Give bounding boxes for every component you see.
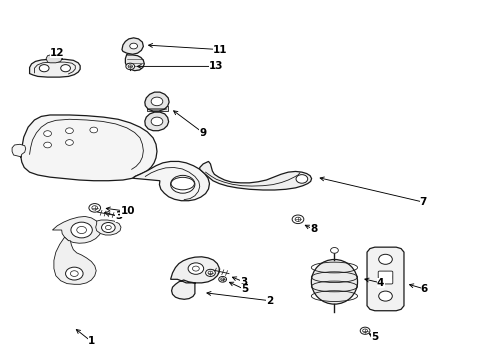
Circle shape bbox=[105, 225, 111, 230]
Circle shape bbox=[378, 291, 391, 301]
Polygon shape bbox=[54, 237, 96, 284]
Polygon shape bbox=[366, 247, 403, 311]
Circle shape bbox=[188, 263, 203, 274]
Circle shape bbox=[77, 226, 86, 234]
Circle shape bbox=[102, 222, 115, 233]
Circle shape bbox=[218, 276, 226, 282]
Circle shape bbox=[61, 64, 70, 72]
Circle shape bbox=[129, 43, 137, 49]
Text: 3: 3 bbox=[240, 277, 246, 287]
Polygon shape bbox=[30, 59, 80, 77]
Circle shape bbox=[151, 117, 163, 126]
Text: 5: 5 bbox=[370, 332, 378, 342]
Polygon shape bbox=[200, 161, 311, 190]
Circle shape bbox=[294, 217, 300, 221]
Polygon shape bbox=[46, 54, 62, 63]
Circle shape bbox=[205, 269, 215, 276]
Circle shape bbox=[330, 248, 338, 253]
Polygon shape bbox=[144, 112, 168, 131]
Polygon shape bbox=[170, 257, 219, 299]
Text: 13: 13 bbox=[209, 62, 223, 71]
Circle shape bbox=[70, 271, 78, 276]
Circle shape bbox=[295, 175, 307, 183]
Ellipse shape bbox=[311, 260, 357, 304]
Circle shape bbox=[128, 65, 132, 68]
Text: 2: 2 bbox=[265, 296, 273, 306]
Ellipse shape bbox=[171, 177, 194, 190]
Circle shape bbox=[192, 266, 199, 271]
Text: 1: 1 bbox=[87, 337, 95, 346]
Text: 6: 6 bbox=[420, 284, 427, 294]
Circle shape bbox=[125, 63, 134, 69]
Text: 8: 8 bbox=[309, 224, 317, 234]
Circle shape bbox=[43, 142, 51, 148]
Circle shape bbox=[71, 222, 92, 238]
Circle shape bbox=[65, 128, 73, 134]
Text: 3: 3 bbox=[115, 211, 122, 221]
Polygon shape bbox=[147, 106, 167, 111]
Polygon shape bbox=[52, 216, 102, 243]
Text: 12: 12 bbox=[50, 48, 64, 58]
Circle shape bbox=[39, 64, 49, 72]
Polygon shape bbox=[125, 54, 144, 71]
Text: 9: 9 bbox=[199, 128, 206, 138]
Polygon shape bbox=[122, 38, 143, 54]
Circle shape bbox=[170, 175, 195, 193]
Polygon shape bbox=[12, 144, 26, 157]
Text: 7: 7 bbox=[419, 197, 426, 207]
Polygon shape bbox=[144, 92, 169, 111]
Polygon shape bbox=[132, 161, 209, 201]
Circle shape bbox=[207, 271, 212, 275]
Circle shape bbox=[65, 267, 83, 280]
Circle shape bbox=[65, 140, 73, 145]
Text: 11: 11 bbox=[212, 45, 227, 55]
Circle shape bbox=[151, 97, 163, 106]
Text: 10: 10 bbox=[121, 206, 135, 216]
Text: 5: 5 bbox=[241, 284, 247, 294]
Polygon shape bbox=[96, 220, 121, 235]
Circle shape bbox=[220, 278, 224, 281]
Circle shape bbox=[291, 215, 303, 224]
Circle shape bbox=[89, 203, 101, 212]
Circle shape bbox=[378, 254, 391, 264]
FancyBboxPatch shape bbox=[377, 271, 392, 284]
Circle shape bbox=[378, 272, 391, 282]
Circle shape bbox=[92, 206, 98, 210]
Circle shape bbox=[360, 327, 369, 334]
Circle shape bbox=[43, 131, 51, 136]
Circle shape bbox=[362, 329, 367, 333]
Polygon shape bbox=[21, 115, 157, 181]
Circle shape bbox=[90, 127, 98, 133]
Text: 4: 4 bbox=[376, 278, 384, 288]
